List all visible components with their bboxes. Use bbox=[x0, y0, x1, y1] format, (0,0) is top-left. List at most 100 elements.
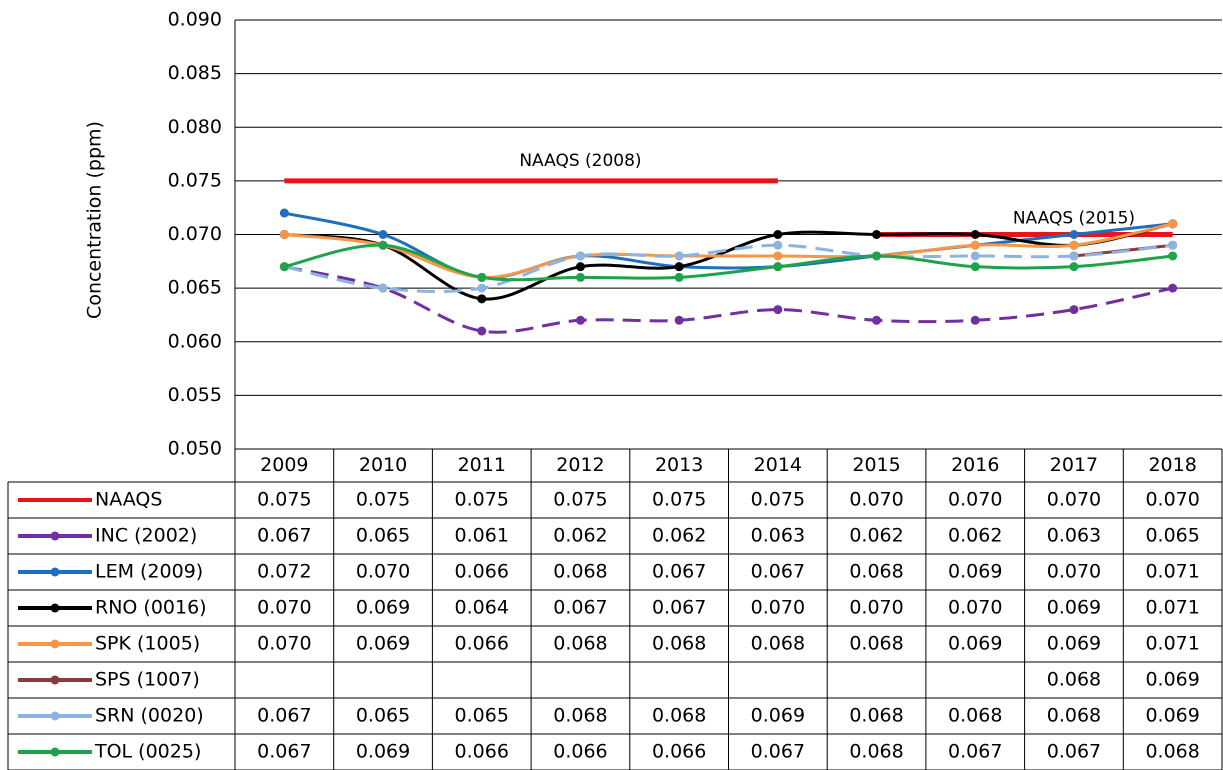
data-point bbox=[378, 240, 388, 250]
y-tick-label: 0.075 bbox=[168, 169, 222, 191]
data-point bbox=[674, 315, 684, 325]
table-value: 0.067 bbox=[751, 561, 805, 583]
table-value: 0.069 bbox=[356, 741, 410, 763]
series-line bbox=[284, 243, 1173, 293]
x-tick-label: 2010 bbox=[359, 454, 407, 476]
table-value: 0.071 bbox=[1145, 633, 1199, 655]
legend-marker bbox=[50, 747, 60, 757]
table-value: 0.070 bbox=[1047, 561, 1101, 583]
x-tick-label: 2018 bbox=[1148, 454, 1196, 476]
y-tick-label: 0.070 bbox=[168, 223, 222, 245]
data-point bbox=[773, 305, 783, 315]
table-value: 0.067 bbox=[257, 705, 311, 727]
data-point bbox=[970, 240, 980, 250]
data-point bbox=[575, 315, 585, 325]
data-point bbox=[773, 262, 783, 272]
table-value: 0.066 bbox=[455, 633, 509, 655]
table-value: 0.071 bbox=[1145, 597, 1199, 619]
series-line bbox=[284, 243, 1173, 282]
table-value: 0.063 bbox=[1047, 525, 1101, 547]
table-value: 0.061 bbox=[455, 525, 509, 547]
x-tick-label: 2017 bbox=[1050, 454, 1098, 476]
y-tick-label: 0.065 bbox=[168, 277, 222, 299]
table-value: 0.066 bbox=[455, 561, 509, 583]
table-value: 0.068 bbox=[1047, 705, 1101, 727]
y-tick-label: 0.080 bbox=[168, 116, 222, 138]
series-line bbox=[284, 222, 1173, 279]
table-value: 0.068 bbox=[1047, 669, 1101, 691]
table-value: 0.071 bbox=[1145, 561, 1199, 583]
data-point bbox=[575, 251, 585, 261]
data-point bbox=[872, 230, 882, 239]
table-value: 0.062 bbox=[849, 525, 903, 547]
table-value: 0.075 bbox=[257, 489, 311, 511]
legend-label: SPS (1007) bbox=[95, 669, 200, 691]
series-line bbox=[284, 222, 1173, 301]
table-value: 0.069 bbox=[356, 597, 410, 619]
table-value: 0.075 bbox=[356, 489, 410, 511]
legend-marker bbox=[50, 531, 60, 541]
x-tick-label: 2016 bbox=[951, 454, 999, 476]
table-value: 0.070 bbox=[1145, 489, 1199, 511]
table-value: 0.062 bbox=[948, 525, 1002, 547]
legend-marker bbox=[50, 639, 60, 649]
table-value: 0.075 bbox=[652, 489, 706, 511]
table-value: 0.070 bbox=[948, 597, 1002, 619]
table-value: 0.067 bbox=[652, 597, 706, 619]
data-point bbox=[477, 326, 487, 336]
legend-label: SPK (1005) bbox=[95, 633, 200, 655]
data-point bbox=[575, 262, 585, 272]
data-point bbox=[970, 262, 980, 272]
table-value: 0.068 bbox=[751, 633, 805, 655]
data-point bbox=[1069, 230, 1079, 239]
data-point bbox=[279, 230, 289, 239]
table-value: 0.063 bbox=[751, 525, 805, 547]
data-point bbox=[279, 208, 289, 218]
table-value: 0.070 bbox=[257, 597, 311, 619]
legend-marker bbox=[50, 711, 60, 721]
table-value: 0.065 bbox=[356, 525, 410, 547]
legend-marker bbox=[50, 675, 60, 685]
table-value: 0.070 bbox=[948, 489, 1002, 511]
table-value: 0.072 bbox=[257, 561, 311, 583]
data-point bbox=[1069, 262, 1079, 272]
data-point bbox=[378, 283, 388, 293]
data-point bbox=[575, 272, 585, 282]
legend-label: RNO (0016) bbox=[95, 597, 207, 619]
table-value: 0.067 bbox=[257, 525, 311, 547]
annotation: NAAQS (2008) bbox=[519, 151, 641, 171]
table-value: 0.067 bbox=[652, 561, 706, 583]
table-value: 0.070 bbox=[356, 561, 410, 583]
table-value: 0.069 bbox=[948, 633, 1002, 655]
x-tick-label: 2014 bbox=[754, 454, 802, 476]
y-tick-label: 0.050 bbox=[168, 438, 222, 460]
data-point bbox=[872, 251, 882, 261]
x-tick-label: 2012 bbox=[556, 454, 604, 476]
data-point bbox=[279, 262, 289, 272]
data-point bbox=[1069, 305, 1079, 315]
y-tick-label: 0.060 bbox=[168, 330, 222, 352]
table-value: 0.067 bbox=[1047, 741, 1101, 763]
data-point bbox=[1168, 219, 1178, 229]
table-value: 0.069 bbox=[948, 561, 1002, 583]
data-point bbox=[1168, 240, 1178, 250]
table-value: 0.069 bbox=[751, 705, 805, 727]
table-value: 0.069 bbox=[1145, 669, 1199, 691]
x-tick-label: 2013 bbox=[655, 454, 703, 476]
table-value: 0.067 bbox=[948, 741, 1002, 763]
data-point bbox=[773, 230, 783, 239]
x-tick-label: 2009 bbox=[260, 454, 308, 476]
legend-marker bbox=[50, 603, 60, 613]
table-value: 0.065 bbox=[356, 705, 410, 727]
table-value: 0.075 bbox=[751, 489, 805, 511]
table-value: 0.067 bbox=[751, 741, 805, 763]
table-value: 0.070 bbox=[849, 597, 903, 619]
table-value: 0.066 bbox=[455, 741, 509, 763]
data-point bbox=[1069, 251, 1079, 261]
table-value: 0.067 bbox=[553, 597, 607, 619]
table-value: 0.068 bbox=[849, 741, 903, 763]
data-point bbox=[674, 272, 684, 282]
y-tick-label: 0.085 bbox=[168, 62, 222, 84]
table-value: 0.068 bbox=[553, 705, 607, 727]
